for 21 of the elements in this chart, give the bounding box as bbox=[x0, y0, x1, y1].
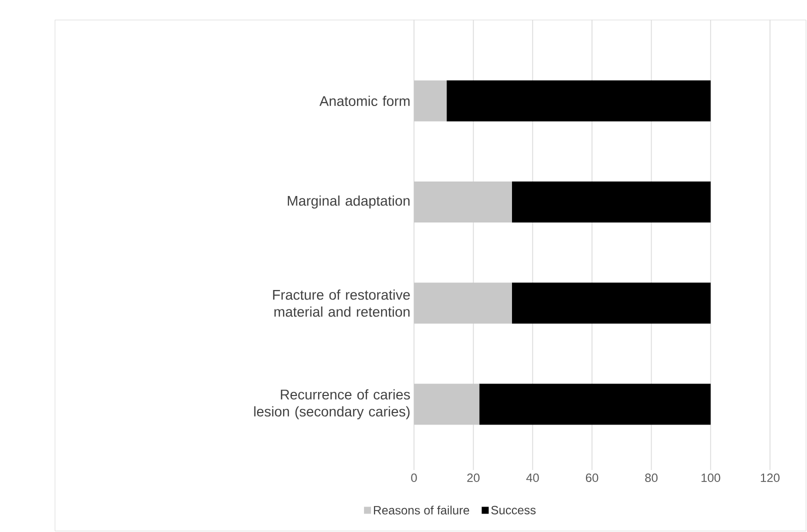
y-tick-label: Fracture of restorative material and retention bbox=[273, 289, 410, 317]
y-tick-label: Marginal adaptation bbox=[288, 195, 410, 209]
x-tick-label: 80 bbox=[645, 474, 658, 482]
legend-label: Reasons of failure bbox=[374, 506, 470, 514]
bar bbox=[446, 80, 711, 122]
x-tick-label: 100 bbox=[702, 474, 720, 482]
bar bbox=[479, 384, 711, 425]
x-tick-label: 40 bbox=[526, 474, 539, 482]
x-tick-label: 60 bbox=[586, 474, 598, 482]
legend-label: Success bbox=[491, 506, 536, 514]
x-tick-label: 0 bbox=[411, 474, 417, 482]
bar bbox=[414, 384, 480, 425]
bar bbox=[414, 282, 512, 324]
x-tick-label: 20 bbox=[467, 474, 480, 482]
bar bbox=[512, 282, 711, 324]
x-tick-label: 120 bbox=[760, 474, 780, 482]
bar bbox=[512, 182, 711, 223]
y-tick-label: Anatomic form bbox=[319, 96, 410, 106]
y-tick-label: Recurrence of caries lesion (secondary caries) bbox=[254, 389, 410, 420]
bar bbox=[414, 80, 447, 122]
bar bbox=[414, 182, 512, 223]
